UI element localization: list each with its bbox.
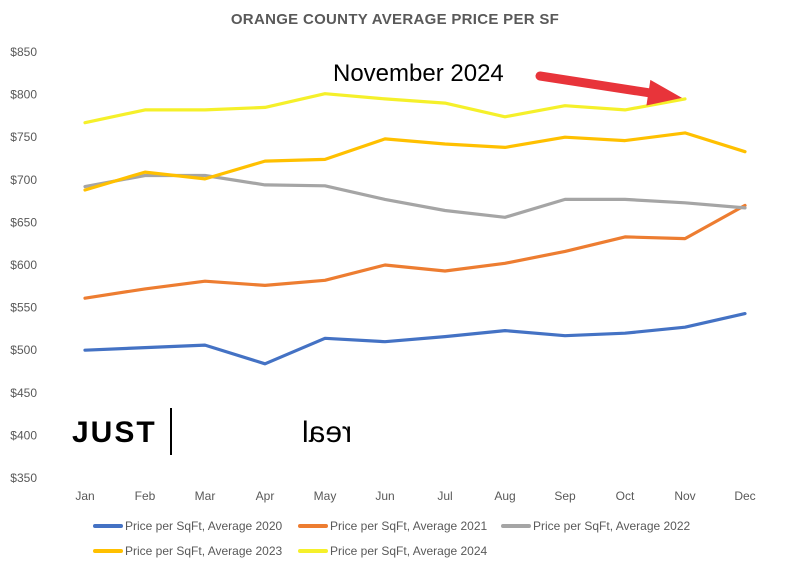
y-tick-label: $350 [10,471,37,485]
legend-label: Price per SqFt, Average 2022 [533,519,691,533]
annotation-label: November 2024 [333,60,504,87]
x-tick-label: Jul [437,489,452,503]
annotation-arrow-shaft [535,71,653,98]
y-tick-label: $850 [10,45,37,59]
x-tick-label: Dec [734,489,755,503]
legend-label: Price per SqFt, Average 2023 [125,544,283,558]
legend-label: Price per SqFt, Average 2024 [330,544,488,558]
series-line [83,203,747,300]
logo-real-text: real [302,416,352,449]
legend: Price per SqFt, Average 2020 Price per Sq… [93,519,691,558]
x-tick-label: Jun [375,489,394,503]
series-line [83,92,687,125]
just-real-logo: JUST real [72,408,352,455]
series-line [83,131,747,192]
logo-real-mirrored: real [302,416,352,449]
y-tick-label: $450 [10,386,37,400]
y-tick-label: $550 [10,301,37,315]
x-tick-label: Mar [195,489,216,503]
x-tick-label: Feb [135,489,156,503]
x-tick-label: Aug [494,489,515,503]
y-tick-label: $750 [10,130,37,144]
x-tick-label: Jan [75,489,94,503]
x-tick-label: Sep [554,489,576,503]
logo-just-text: JUST [72,416,157,449]
x-tick-label: Oct [616,489,635,503]
y-tick-label: $500 [10,343,37,357]
chart-title: ORANGE COUNTY AVERAGE PRICE PER SF [231,11,559,28]
series-line [83,173,747,219]
y-tick-label: $700 [10,173,37,187]
legend-label: Price per SqFt, Average 2021 [330,519,488,533]
x-tick-label: Nov [674,489,695,503]
y-tick-label: $400 [10,428,37,442]
annotation-arrow-head [646,79,682,106]
x-axis-ticks: Jan Feb Mar Apr May Jun Jul Aug Sep Oct Nov Dec [75,489,755,503]
y-tick-label: $650 [10,215,37,229]
series-line [83,312,747,366]
y-tick-label: $800 [10,88,37,102]
y-axis-ticks: $350 $400 $450 $500 $550 $600 $650 $700 $750 $800… [10,45,37,485]
x-tick-label: Apr [256,489,275,503]
legend-label: Price per SqFt, Average 2020 [125,519,283,533]
x-tick-label: May [314,489,337,503]
series-lines [83,92,747,366]
annotation: November 2024 [333,60,682,106]
y-tick-label: $600 [10,258,37,272]
